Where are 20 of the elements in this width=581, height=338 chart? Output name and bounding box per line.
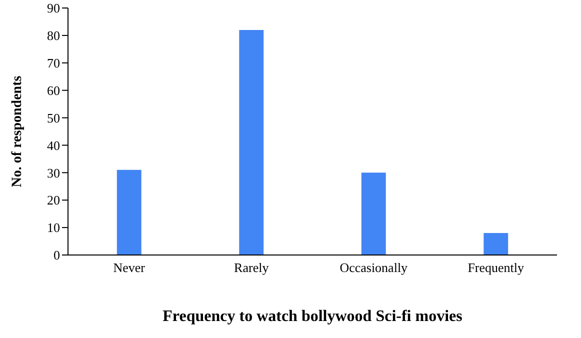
bar <box>484 233 508 255</box>
y-axis-title: No. of respondents <box>10 75 25 188</box>
y-tick-label: 80 <box>47 28 60 44</box>
x-tick-label: Frequently <box>468 260 525 276</box>
bar <box>361 172 386 255</box>
y-tick-label: 20 <box>47 192 60 208</box>
y-tick-label: 10 <box>47 220 60 236</box>
y-tick-label: 0 <box>54 248 60 263</box>
x-tick-label: Never <box>113 260 146 276</box>
bar <box>116 170 142 255</box>
bar <box>239 30 264 255</box>
x-axis-title: Frequency to watch bollywood Sci-fi movies <box>162 308 462 325</box>
y-tick-label: 90 <box>47 0 60 16</box>
x-tick-label: Occasionally <box>340 260 408 276</box>
y-tick-label: 50 <box>47 110 60 126</box>
y-tick-label: 30 <box>47 165 60 180</box>
y-tick-label: 40 <box>47 138 60 153</box>
y-tick-label: 70 <box>47 56 60 71</box>
y-tick-label: 60 <box>47 82 60 98</box>
x-tick-label: Rarely <box>234 260 270 276</box>
